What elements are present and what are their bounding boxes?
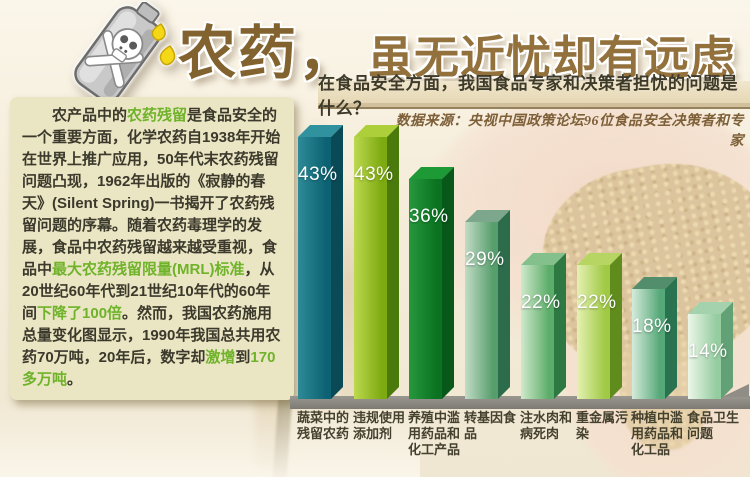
bar: 22% — [577, 253, 622, 399]
bar: 43% — [298, 125, 343, 399]
bar-value-label: 29% — [465, 249, 505, 270]
bar-value-label: 22% — [577, 292, 617, 313]
survey-question-banner: 在食品安全方面，我国食品专家和决策者担忧的问题是什么？ — [318, 74, 750, 118]
bar-category-label: 重金属污染 — [576, 410, 629, 441]
intro-highlight: 最大农药残留限量(MRL)标准 — [52, 261, 245, 278]
bar-side-face — [554, 253, 566, 399]
bar: 14% — [688, 302, 733, 399]
title-keyword: 农药， — [178, 21, 359, 86]
bar-category-label: 违规使用添加剂 — [353, 410, 406, 441]
bar-side-face — [498, 210, 510, 399]
data-source-caption: 数据来源：央视中国政策论坛96位食品安全决策者和专家 — [395, 114, 744, 149]
intro-highlight: 下降了100倍 — [37, 305, 123, 322]
bar-side-face — [665, 277, 677, 399]
bar-side-face — [610, 253, 622, 399]
bar: 29% — [465, 210, 510, 399]
survey-question-text: 在食品安全方面，我国食品专家和决策者担忧的问题是什么？ — [318, 74, 738, 118]
bar: 22% — [521, 253, 566, 399]
intro-text-run: 农产品中的 — [52, 107, 128, 124]
intro-text-run: 到 — [235, 349, 251, 366]
intro-text-run: 。然而，我国农药施用总量变化图显示，1990年我国总共用农药70万吨，20年后，… — [22, 305, 281, 366]
bar-top-face — [354, 125, 399, 137]
bar: 18% — [632, 277, 677, 399]
bar-top-face — [632, 277, 677, 289]
bar-top-face — [465, 210, 510, 222]
bar-side-face — [442, 167, 454, 399]
intro-highlight: 激增 — [205, 349, 236, 366]
bar-front-face — [688, 314, 721, 399]
bar-category-label: 食品卫生问题 — [687, 410, 740, 441]
bar-front-face — [354, 137, 387, 399]
page-title: 农药， 虽无近忧却有远虑 — [178, 6, 736, 90]
bar-value-label: 18% — [632, 316, 672, 337]
bar-front-face — [521, 265, 554, 399]
bar-top-face — [409, 167, 454, 179]
intro-text-run: 是食品安全的一个重要方面，化学农药自1938年开始在世界上推广应用，50年代末农… — [22, 107, 281, 278]
bar-front-face — [465, 222, 498, 399]
intro-text-run: ，从20世纪60年代到21世纪10年代的60年间 — [22, 261, 275, 322]
bar-front-face — [409, 179, 442, 399]
bar-category-label: 注水肉和病死肉 — [520, 410, 573, 441]
bar-front-face — [577, 265, 610, 399]
bar-front-face — [632, 289, 665, 399]
bar-top-face — [521, 253, 566, 265]
poison-bottle-icon — [74, 2, 176, 103]
intro-highlight: 农药残留 — [127, 107, 188, 124]
chart-floor — [290, 396, 750, 409]
intro-paragraph: 农产品中的农药残留是食品安全的一个重要方面，化学农药自1938年开始在世界上推广… — [22, 105, 282, 391]
bar-value-label: 14% — [688, 341, 728, 362]
bar-value-label: 36% — [409, 206, 449, 227]
intro-highlight: 170多万吨 — [22, 349, 276, 388]
bar-value-label: 43% — [354, 164, 394, 185]
bar: 36% — [409, 167, 454, 399]
intro-text-panel: 农产品中的农药残留是食品安全的一个重要方面，化学农药自1938年开始在世界上推广… — [10, 97, 294, 400]
bar-top-face — [688, 302, 733, 314]
bar-top-face — [577, 253, 622, 265]
bar-category-label: 养殖中滥用药品和化工产品 — [408, 410, 461, 457]
bar-value-label: 43% — [298, 164, 338, 185]
bar: 43% — [354, 125, 399, 399]
poison-drops — [151, 23, 176, 66]
title-tagline: 虽无近忧却有远虑 — [368, 33, 737, 83]
intro-text-run: 。 — [67, 371, 83, 388]
bar-category-label: 蔬菜中的残留农药 — [297, 410, 350, 441]
bar-category-label: 转基因食品 — [464, 410, 517, 441]
bar-front-face — [298, 137, 331, 399]
bar-top-face — [298, 125, 343, 137]
bar-category-label: 种植中滥用药品和化工品 — [631, 410, 684, 457]
bar-value-label: 22% — [521, 292, 561, 313]
